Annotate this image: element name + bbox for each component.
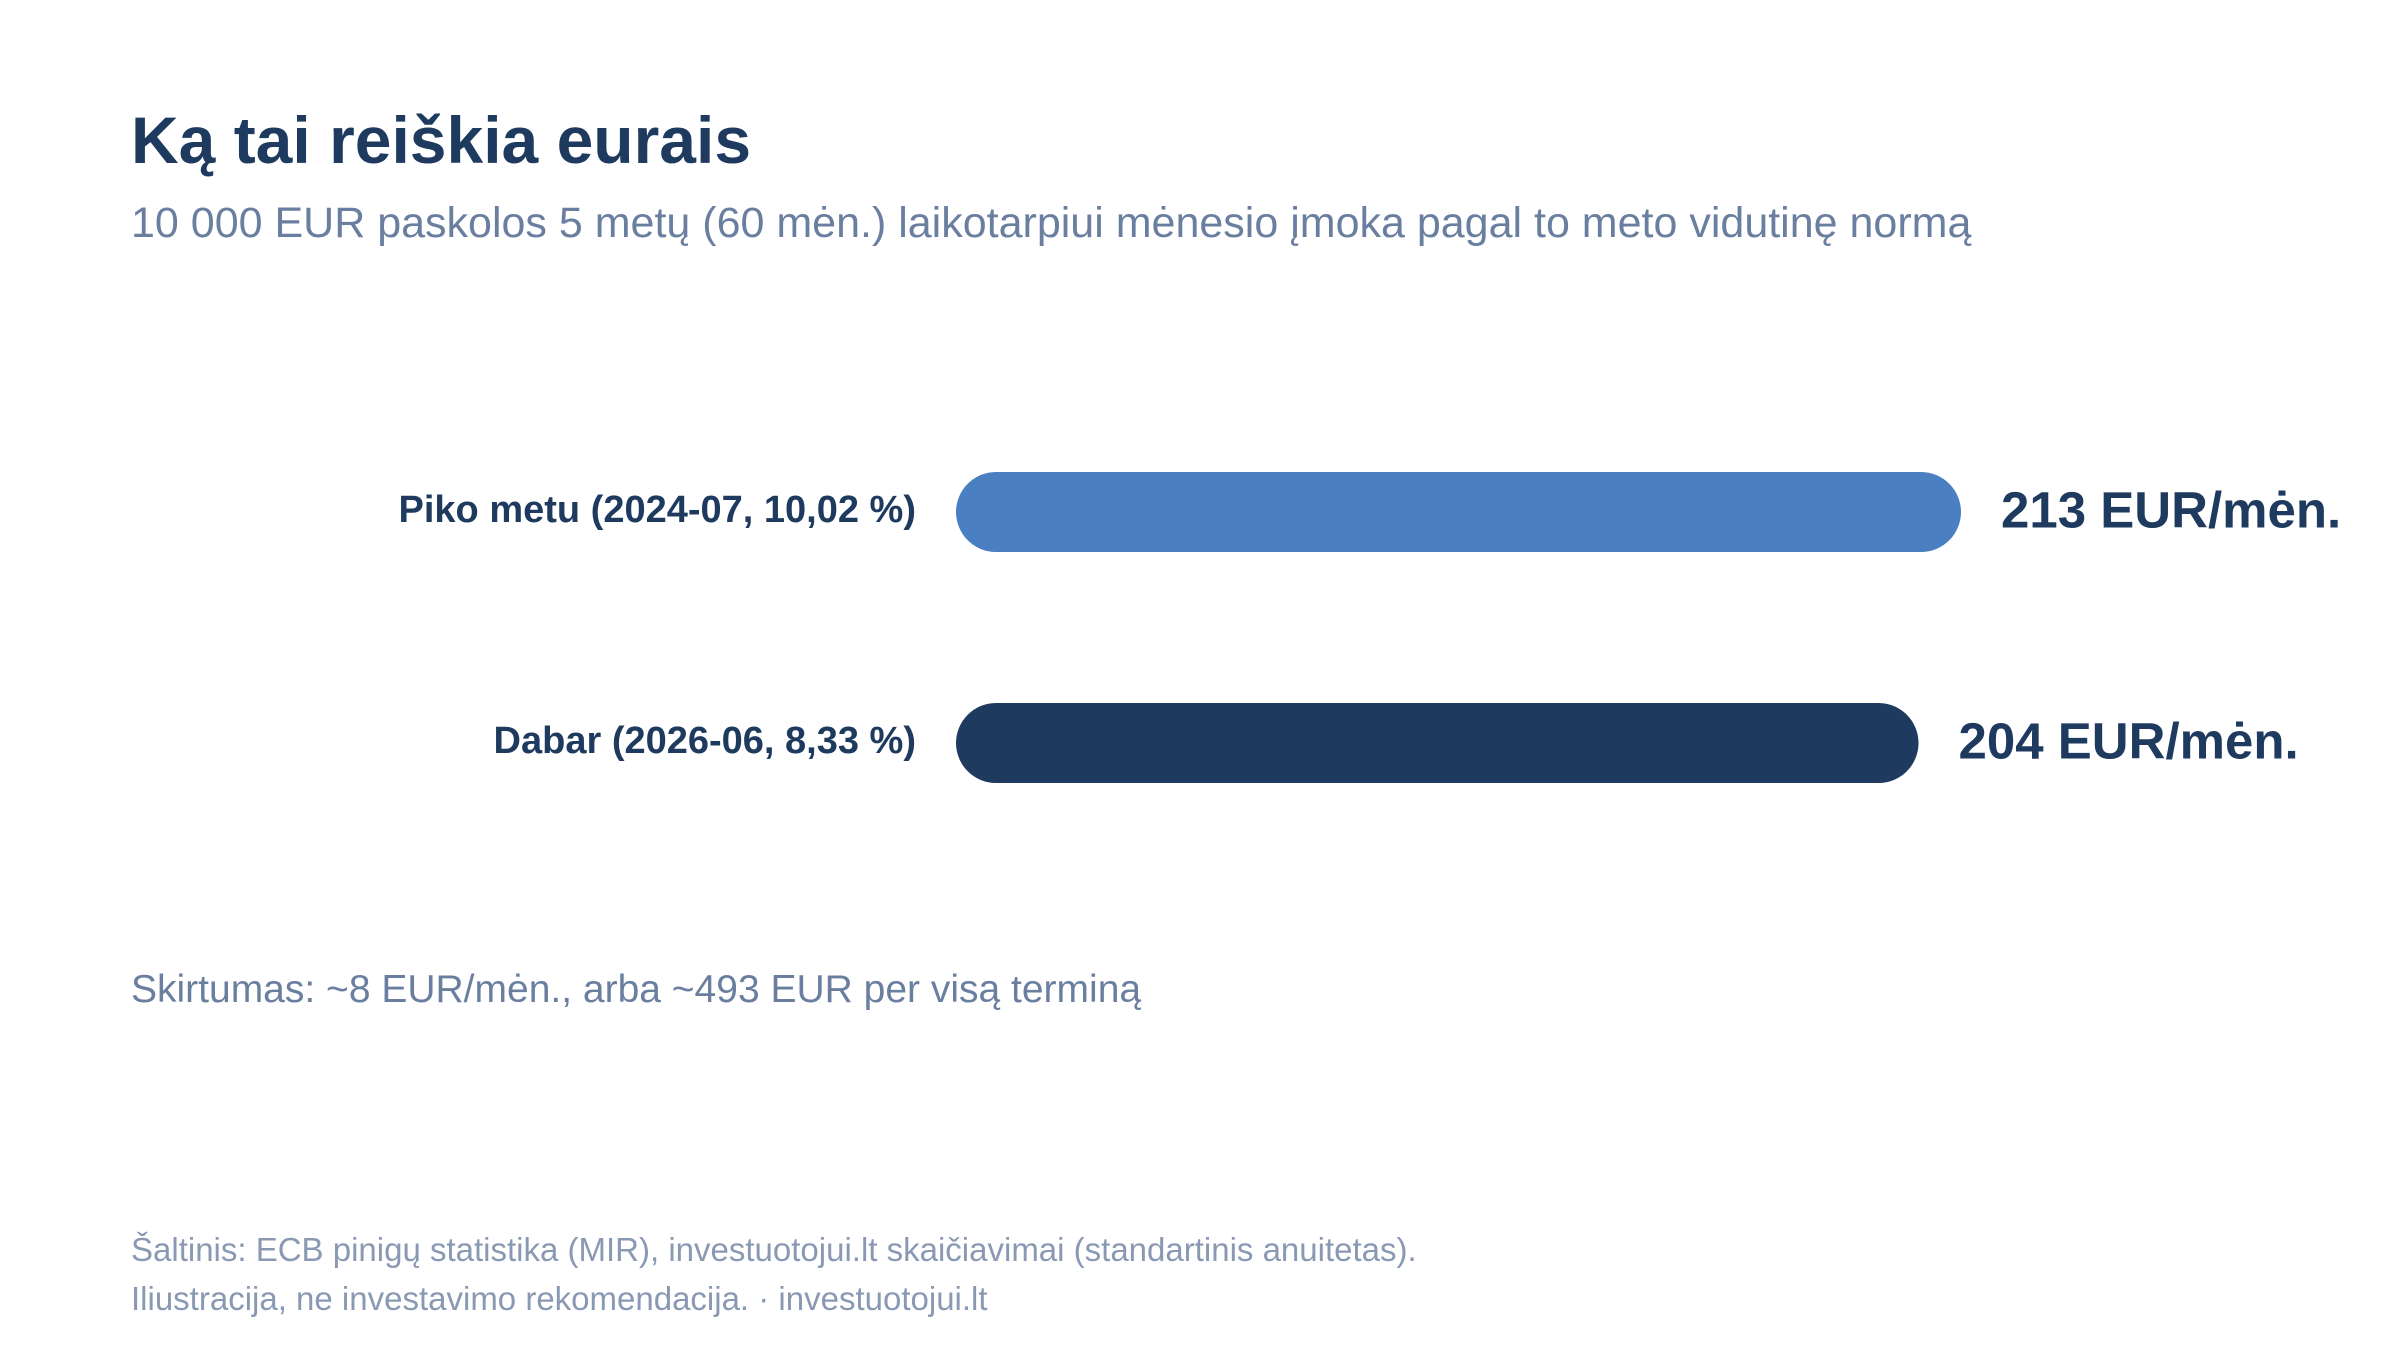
chart-subtitle: 10 000 EUR paskolos 5 metų (60 mėn.) lai… [131, 199, 1972, 247]
category-label: Dabar (2026-06, 8,33 %) [494, 720, 916, 762]
chart-title: Ką tai reiškia eurais [131, 103, 752, 177]
bar [956, 703, 1919, 783]
difference-note: Skirtumas: ~8 EUR/mėn., arba ~493 EUR pe… [131, 968, 1142, 1011]
bar-chart: Piko metu (2024-07, 10,02 %) 213 EUR/mėn.… [399, 472, 2341, 783]
disclaimer-line: Iliustracija, ne investavimo rekomendaci… [131, 1280, 988, 1317]
value-label: 204 EUR/mėn. [1959, 712, 2299, 769]
source-line: Šaltinis: ECB pinigų statistika (MIR), i… [131, 1231, 1417, 1268]
value-label: 213 EUR/mėn. [2001, 481, 2341, 538]
category-label: Piko metu (2024-07, 10,02 %) [399, 489, 916, 531]
bar [956, 472, 1961, 552]
source-footer: Šaltinis: ECB pinigų statistika (MIR), i… [131, 1225, 1417, 1323]
